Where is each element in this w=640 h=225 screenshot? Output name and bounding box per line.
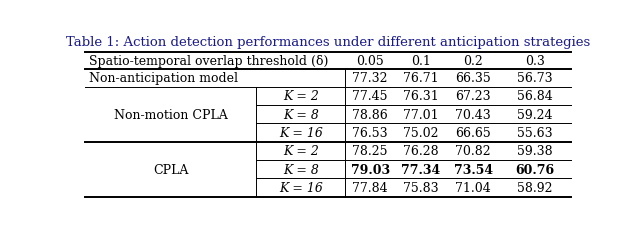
Text: 67.23: 67.23 xyxy=(455,90,491,103)
Text: 76.28: 76.28 xyxy=(403,145,439,158)
Text: K = 8: K = 8 xyxy=(283,108,319,121)
Text: Non-motion CPLA: Non-motion CPLA xyxy=(114,108,227,121)
Text: K = 2: K = 2 xyxy=(283,90,319,103)
Text: 0.2: 0.2 xyxy=(463,54,483,68)
Text: 70.82: 70.82 xyxy=(455,145,491,158)
Text: CPLA: CPLA xyxy=(153,163,188,176)
Text: 77.84: 77.84 xyxy=(353,181,388,194)
Text: 58.92: 58.92 xyxy=(517,181,553,194)
Text: 75.02: 75.02 xyxy=(403,126,439,140)
Text: Non-anticipation model: Non-anticipation model xyxy=(89,72,238,85)
Text: 78.86: 78.86 xyxy=(352,108,388,121)
Text: K = 2: K = 2 xyxy=(283,145,319,158)
Text: 77.34: 77.34 xyxy=(401,163,440,176)
Text: 77.45: 77.45 xyxy=(353,90,388,103)
Text: 76.53: 76.53 xyxy=(353,126,388,140)
Text: 59.38: 59.38 xyxy=(517,145,553,158)
Text: K = 8: K = 8 xyxy=(283,163,319,176)
Text: K = 16: K = 16 xyxy=(279,126,323,140)
Text: 77.32: 77.32 xyxy=(353,72,388,85)
Text: 56.73: 56.73 xyxy=(517,72,553,85)
Text: 70.43: 70.43 xyxy=(455,108,491,121)
Text: 0.05: 0.05 xyxy=(356,54,384,68)
Text: 66.35: 66.35 xyxy=(455,72,491,85)
Text: 76.31: 76.31 xyxy=(403,90,439,103)
Text: 78.25: 78.25 xyxy=(353,145,388,158)
Text: 59.24: 59.24 xyxy=(517,108,553,121)
Text: 66.65: 66.65 xyxy=(455,126,491,140)
Text: 79.03: 79.03 xyxy=(351,163,390,176)
Text: 76.71: 76.71 xyxy=(403,72,439,85)
Text: 0.1: 0.1 xyxy=(411,54,431,68)
Text: 60.76: 60.76 xyxy=(515,163,555,176)
Text: 75.83: 75.83 xyxy=(403,181,439,194)
Text: 0.3: 0.3 xyxy=(525,54,545,68)
Text: 73.54: 73.54 xyxy=(454,163,493,176)
Text: Spatio-temporal overlap threshold (δ): Spatio-temporal overlap threshold (δ) xyxy=(89,54,328,68)
Text: Table 1: Action detection performances under different anticipation strategies: Table 1: Action detection performances u… xyxy=(66,36,590,49)
Text: K = 16: K = 16 xyxy=(279,181,323,194)
Text: 77.01: 77.01 xyxy=(403,108,439,121)
Text: 71.04: 71.04 xyxy=(455,181,491,194)
Text: 55.63: 55.63 xyxy=(517,126,553,140)
Text: 56.84: 56.84 xyxy=(517,90,553,103)
